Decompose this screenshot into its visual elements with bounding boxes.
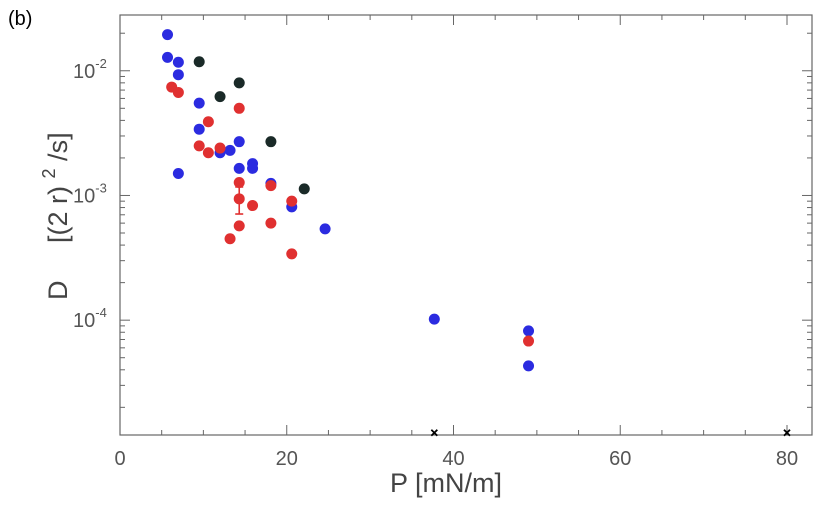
data-point bbox=[193, 140, 205, 152]
x-tick-label: 40 bbox=[442, 448, 464, 470]
data-point bbox=[233, 162, 245, 174]
plot-frame bbox=[119, 14, 813, 436]
axis-ticks bbox=[119, 15, 812, 435]
data-point bbox=[193, 56, 205, 68]
axis-tick-labels: 0 20 40 60 80 10-2 10-3 10-4 bbox=[73, 56, 798, 470]
x-tick-label: 20 bbox=[276, 448, 298, 470]
data-point bbox=[162, 51, 174, 63]
data-marks bbox=[162, 29, 791, 437]
data-point bbox=[523, 325, 535, 337]
y-axis-title: D [(2 r) 2 /s] bbox=[31, 132, 73, 300]
data-point bbox=[428, 313, 440, 325]
data-point bbox=[172, 86, 184, 98]
y-tick-label: 10-4 bbox=[73, 305, 107, 332]
data-point bbox=[233, 220, 245, 232]
data-point bbox=[193, 123, 205, 135]
y-tick-label: 10-2 bbox=[73, 56, 107, 83]
y-axis-symbol: D bbox=[43, 281, 73, 301]
x-tick-label: 60 bbox=[609, 448, 631, 470]
data-point bbox=[286, 248, 298, 260]
x-axis-title: P [mN/m] bbox=[390, 468, 502, 498]
data-point bbox=[233, 102, 245, 114]
x-tick-label: 80 bbox=[776, 448, 798, 470]
data-point bbox=[193, 97, 205, 109]
x-tick-label: 0 bbox=[114, 448, 125, 470]
data-point bbox=[202, 147, 214, 159]
data-point bbox=[286, 195, 298, 207]
data-point bbox=[224, 144, 236, 156]
panel-label: (b) bbox=[8, 8, 33, 30]
data-point bbox=[247, 162, 259, 174]
data-point bbox=[172, 56, 184, 68]
data-point bbox=[162, 29, 174, 41]
data-point bbox=[214, 91, 226, 103]
y-axis-units-exponent: 2 bbox=[39, 168, 59, 178]
data-point bbox=[265, 136, 277, 148]
data-point bbox=[265, 180, 277, 192]
data-point bbox=[319, 223, 331, 235]
data-point bbox=[233, 136, 245, 148]
data-point bbox=[202, 116, 214, 128]
data-point bbox=[233, 77, 245, 89]
x-marker-point bbox=[430, 429, 438, 437]
data-point bbox=[523, 360, 535, 372]
data-point bbox=[523, 335, 535, 347]
y-tick-label: 10-3 bbox=[73, 180, 107, 207]
data-point bbox=[298, 183, 310, 195]
data-point bbox=[233, 177, 245, 189]
data-point bbox=[214, 142, 226, 154]
svg-text:D [(2 r) 2 /: D [(2 r) 2 /s] bbox=[31, 132, 73, 300]
y-axis-units-suffix: /s] bbox=[43, 132, 73, 161]
data-point bbox=[247, 200, 259, 212]
data-point bbox=[265, 217, 277, 229]
data-point bbox=[233, 193, 245, 205]
data-point bbox=[172, 69, 184, 81]
x-marker-point bbox=[783, 429, 791, 437]
data-point bbox=[224, 233, 236, 245]
y-axis-units-prefix: [(2 r) bbox=[43, 186, 73, 243]
data-point bbox=[172, 168, 184, 180]
